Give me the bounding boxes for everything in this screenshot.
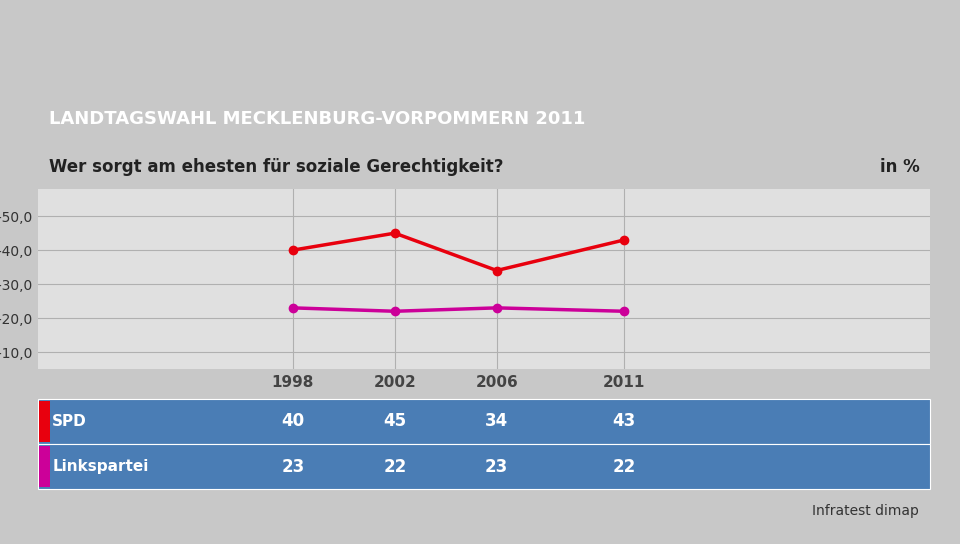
Text: in %: in % [879, 158, 920, 176]
Text: Infratest dimap: Infratest dimap [812, 504, 920, 518]
Text: 40: 40 [281, 412, 304, 430]
Text: 2006: 2006 [475, 375, 518, 390]
Bar [38, 444, 930, 489]
Text: 34: 34 [485, 412, 509, 430]
Bar [39, 446, 50, 487]
Bar [39, 401, 50, 442]
Text: 2011: 2011 [603, 375, 645, 390]
Text: 22: 22 [383, 458, 406, 475]
Text: 45: 45 [383, 412, 406, 430]
Text: 22: 22 [612, 458, 636, 475]
Text: 23: 23 [485, 458, 509, 475]
Text: 1998: 1998 [272, 375, 314, 390]
Text: 43: 43 [612, 412, 636, 430]
Text: 23: 23 [281, 458, 304, 475]
Text: 2002: 2002 [373, 375, 417, 390]
Text: SPD: SPD [52, 414, 87, 429]
Text: LANDTAGSWAHL MECKLENBURG-VORPOMMERN 2011: LANDTAGSWAHL MECKLENBURG-VORPOMMERN 2011 [49, 110, 585, 128]
Bar [38, 399, 930, 444]
Text: Linkspartei: Linkspartei [52, 459, 149, 474]
Text: Wer sorgt am ehesten für soziale Gerechtigkeit?: Wer sorgt am ehesten für soziale Gerecht… [49, 158, 503, 176]
